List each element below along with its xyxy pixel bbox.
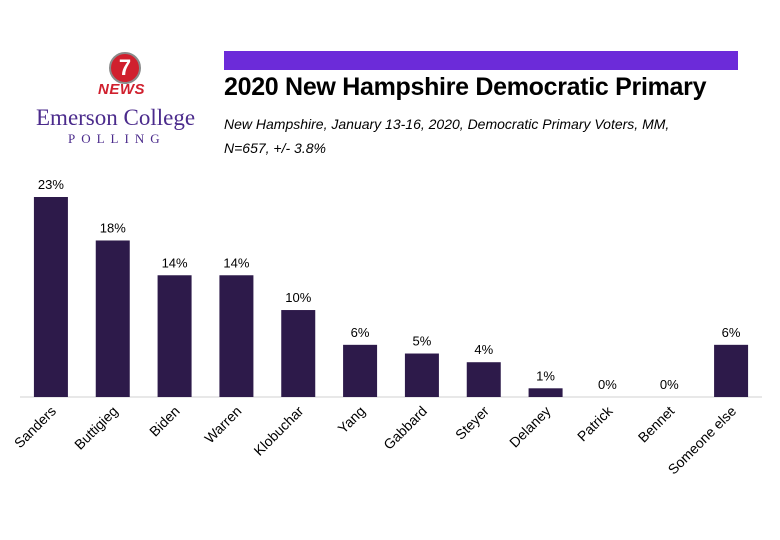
bar-warren	[219, 275, 254, 397]
category-label: Warren	[201, 403, 244, 446]
category-label: Sanders	[11, 403, 59, 451]
data-label: 0%	[598, 377, 617, 392]
category-label: Buttigieg	[71, 403, 121, 453]
category-label: Gabbard	[380, 403, 430, 453]
bar-someone-else	[714, 344, 749, 397]
data-label: 4%	[474, 342, 493, 357]
data-label: 23%	[38, 177, 64, 192]
bar-biden	[157, 275, 192, 397]
data-label: 14%	[223, 255, 249, 270]
subtitle-line-2: N=657, +/- 3.8%	[224, 140, 326, 156]
polling-wordmark: POLLING	[68, 131, 166, 146]
bar-klobuchar	[281, 310, 316, 397]
subtitle-line-1: New Hampshire, January 13-16, 2020, Demo…	[224, 116, 670, 132]
data-label: 10%	[285, 290, 311, 305]
bar-steyer	[466, 362, 501, 397]
data-label: 18%	[100, 220, 126, 235]
title-accent-bar	[224, 51, 738, 70]
bar-yang	[343, 344, 378, 397]
emerson-college-wordmark: Emerson College	[36, 105, 196, 130]
news-wordmark: NEWS	[98, 81, 145, 98]
category-label: Steyer	[452, 403, 492, 443]
bar-sanders	[33, 197, 68, 397]
chart-title: 2020 New Hampshire Democratic Primary	[224, 73, 707, 101]
bar-gabbard	[404, 353, 439, 397]
data-label: 14%	[162, 255, 188, 270]
category-label: Delaney	[506, 403, 554, 451]
category-label: Klobuchar	[250, 403, 306, 459]
seven-news-icon: 7	[109, 52, 141, 84]
category-label: Biden	[146, 403, 183, 440]
data-label: 5%	[413, 334, 432, 349]
data-label: 1%	[536, 368, 555, 383]
category-label: Bennet	[635, 403, 678, 446]
emerson-logo: 7 NEWS Emerson College POLLING	[30, 50, 210, 150]
bar-buttigieg	[95, 240, 130, 397]
bar-delaney	[528, 388, 563, 397]
data-label: 6%	[722, 325, 741, 340]
category-label: Patrick	[574, 402, 616, 444]
data-label: 6%	[351, 325, 370, 340]
category-label: Yang	[334, 403, 368, 437]
data-label: 0%	[660, 377, 679, 392]
chart-subtitle: New Hampshire, January 13-16, 2020, Demo…	[224, 112, 724, 160]
